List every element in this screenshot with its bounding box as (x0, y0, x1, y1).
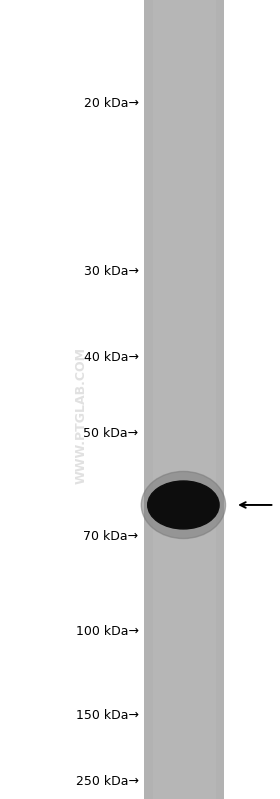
Text: 70 kDa→: 70 kDa→ (83, 531, 139, 543)
Text: 30 kDa→: 30 kDa→ (84, 265, 139, 278)
Text: 250 kDa→: 250 kDa→ (76, 775, 139, 788)
Ellipse shape (141, 471, 225, 539)
Text: 100 kDa→: 100 kDa→ (76, 625, 139, 638)
Bar (153, 0, 216, 799)
Text: 20 kDa→: 20 kDa→ (84, 97, 139, 110)
Text: 40 kDa→: 40 kDa→ (84, 351, 139, 364)
Ellipse shape (148, 481, 219, 529)
Bar (144, 0, 224, 799)
Text: WWW.PTGLAB.COM: WWW.PTGLAB.COM (75, 347, 88, 484)
Text: 150 kDa→: 150 kDa→ (76, 709, 139, 721)
Text: 50 kDa→: 50 kDa→ (83, 427, 139, 439)
